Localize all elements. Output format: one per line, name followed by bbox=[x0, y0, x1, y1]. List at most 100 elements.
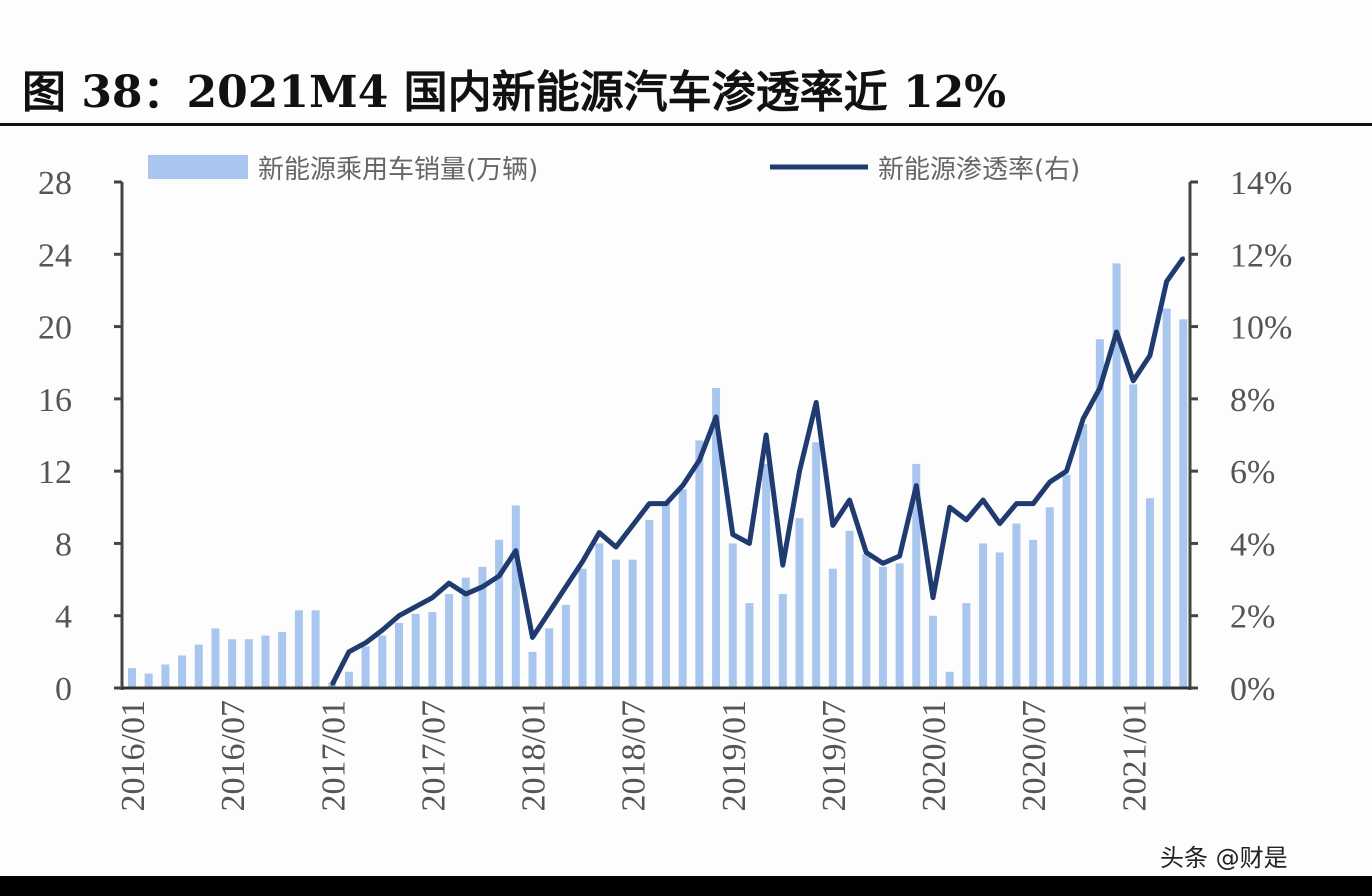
line-point bbox=[1098, 386, 1102, 390]
right-tick-label: 2% bbox=[1230, 599, 1275, 636]
bar bbox=[912, 463, 921, 688]
bar bbox=[378, 635, 387, 688]
bar bbox=[812, 442, 821, 688]
x-tick-label: 2020/01 bbox=[916, 700, 953, 811]
line-point bbox=[881, 561, 885, 565]
x-tick-label: 2018/01 bbox=[516, 700, 553, 811]
bar bbox=[695, 440, 704, 688]
bar bbox=[962, 603, 971, 688]
line-point bbox=[864, 550, 868, 554]
left-tick-label: 28 bbox=[38, 165, 72, 202]
bar bbox=[1079, 424, 1088, 688]
bar bbox=[628, 559, 637, 688]
x-tick-label: 2019/07 bbox=[816, 700, 853, 811]
bar bbox=[1045, 507, 1054, 688]
x-tick-label: 2019/01 bbox=[716, 700, 753, 811]
left-tick-label: 4 bbox=[55, 599, 72, 636]
left-tick-label: 20 bbox=[38, 310, 72, 347]
bar bbox=[395, 622, 403, 688]
bar bbox=[511, 505, 520, 688]
bar bbox=[528, 651, 537, 688]
line-point bbox=[1081, 417, 1085, 421]
bar bbox=[1029, 539, 1038, 688]
bar bbox=[862, 554, 871, 688]
x-tick-label: 2016/01 bbox=[115, 700, 152, 811]
x-tick-label: 2017/01 bbox=[315, 700, 352, 811]
line-point bbox=[764, 433, 768, 437]
right-tick-label: 8% bbox=[1230, 382, 1275, 419]
line-point bbox=[964, 518, 968, 522]
legend-bar-swatch bbox=[148, 155, 248, 179]
bar bbox=[1095, 339, 1104, 688]
line-point bbox=[1148, 353, 1152, 357]
left-tick-label: 12 bbox=[38, 454, 72, 491]
line-point bbox=[1181, 256, 1185, 260]
line-point bbox=[414, 605, 418, 609]
bar bbox=[662, 503, 670, 688]
bar bbox=[1162, 308, 1171, 688]
left-tick-label: 0 bbox=[55, 671, 72, 708]
chart-title: 图 38：2021M4 国内新能源汽车渗透率近 12% bbox=[22, 67, 1007, 118]
bar bbox=[278, 631, 287, 688]
bottom-border bbox=[0, 876, 1372, 896]
bar bbox=[678, 489, 687, 688]
bar bbox=[228, 639, 237, 688]
right-tick-label: 14% bbox=[1230, 165, 1292, 202]
line-point bbox=[397, 614, 401, 618]
line-point bbox=[614, 545, 618, 549]
bar bbox=[478, 566, 487, 688]
bar bbox=[728, 543, 737, 688]
line-point bbox=[1115, 330, 1119, 334]
line-point bbox=[664, 502, 668, 506]
line-point bbox=[480, 585, 484, 589]
right-tick-label: 10% bbox=[1230, 310, 1292, 347]
line-point bbox=[597, 531, 601, 535]
line-point bbox=[631, 523, 635, 527]
bar bbox=[995, 552, 1004, 688]
x-tick-label: 2021/01 bbox=[1116, 700, 1153, 811]
bar bbox=[1112, 263, 1121, 688]
bar bbox=[945, 671, 954, 688]
left-tick-label: 16 bbox=[38, 382, 72, 419]
bar bbox=[128, 668, 136, 688]
bar bbox=[1129, 384, 1138, 688]
line-point bbox=[514, 549, 518, 553]
line-point bbox=[714, 415, 718, 419]
bar bbox=[1012, 523, 1021, 688]
bar bbox=[495, 539, 504, 688]
line-point bbox=[848, 498, 852, 502]
bar bbox=[545, 628, 554, 688]
bar bbox=[161, 664, 170, 688]
bar bbox=[762, 463, 771, 688]
bar bbox=[144, 673, 153, 688]
line-point bbox=[364, 641, 368, 645]
bar bbox=[611, 559, 620, 688]
line-point bbox=[347, 650, 351, 654]
line-point bbox=[1031, 502, 1035, 506]
bar bbox=[428, 612, 437, 688]
bar bbox=[261, 635, 270, 688]
line-point bbox=[948, 505, 952, 509]
line-point bbox=[547, 610, 551, 614]
title-divider bbox=[0, 123, 1372, 126]
line-point bbox=[581, 560, 585, 563]
line-point bbox=[647, 502, 651, 506]
line-point bbox=[430, 596, 434, 600]
bar bbox=[795, 518, 804, 688]
line-point bbox=[931, 596, 935, 600]
legend-line-label: 新能源渗透率(右) bbox=[878, 155, 1080, 185]
bar bbox=[578, 568, 587, 688]
bar bbox=[828, 568, 837, 688]
line-point bbox=[464, 592, 468, 596]
bar bbox=[194, 644, 203, 688]
bar bbox=[1062, 474, 1071, 688]
line-point bbox=[681, 484, 685, 488]
bar bbox=[445, 594, 454, 688]
line-point bbox=[447, 581, 451, 585]
line-point bbox=[1165, 279, 1169, 283]
bar bbox=[1179, 319, 1188, 688]
line-point bbox=[798, 469, 801, 473]
line-point bbox=[1048, 480, 1052, 484]
